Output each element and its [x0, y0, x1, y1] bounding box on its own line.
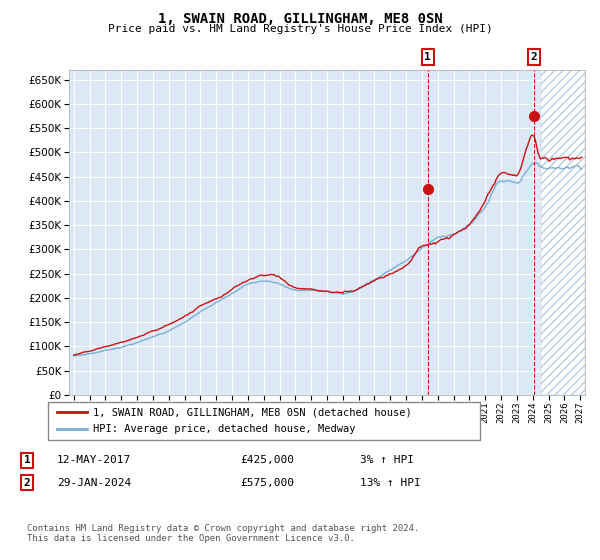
Text: £425,000: £425,000	[240, 455, 294, 465]
Text: 13% ↑ HPI: 13% ↑ HPI	[360, 478, 421, 488]
Text: Contains HM Land Registry data © Crown copyright and database right 2024.
This d: Contains HM Land Registry data © Crown c…	[27, 524, 419, 543]
FancyBboxPatch shape	[48, 402, 480, 440]
Text: 12-MAY-2017: 12-MAY-2017	[57, 455, 131, 465]
Text: 2: 2	[23, 478, 31, 488]
Bar	[541, 70, 585, 395]
Text: 1: 1	[424, 52, 431, 62]
Text: 2: 2	[530, 52, 538, 62]
Text: 1, SWAIN ROAD, GILLINGHAM, ME8 0SN (detached house): 1, SWAIN ROAD, GILLINGHAM, ME8 0SN (deta…	[94, 407, 412, 417]
Text: Price paid vs. HM Land Registry's House Price Index (HPI): Price paid vs. HM Land Registry's House …	[107, 24, 493, 34]
Text: 3% ↑ HPI: 3% ↑ HPI	[360, 455, 414, 465]
Text: 29-JAN-2024: 29-JAN-2024	[57, 478, 131, 488]
Text: HPI: Average price, detached house, Medway: HPI: Average price, detached house, Medw…	[94, 424, 356, 434]
Text: 1: 1	[23, 455, 31, 465]
Bar	[541, 70, 585, 395]
Text: £575,000: £575,000	[240, 478, 294, 488]
Text: 1, SWAIN ROAD, GILLINGHAM, ME8 0SN: 1, SWAIN ROAD, GILLINGHAM, ME8 0SN	[158, 12, 442, 26]
